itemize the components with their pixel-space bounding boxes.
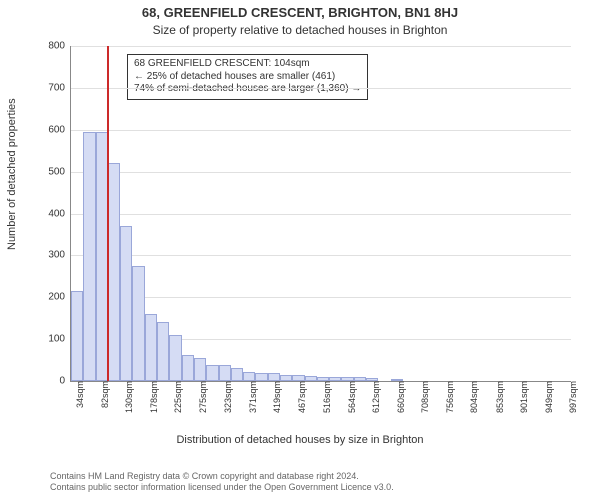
annotation-line-2: ← 25% of detached houses are smaller (46… [134,71,361,84]
gridline [71,172,571,173]
histogram-bar [169,335,181,381]
x-tick-label: 467sqm [297,381,307,413]
x-tick-label: 178sqm [149,381,159,413]
histogram-bar [120,226,132,381]
y-axis-label: Number of detached properties [6,98,18,250]
gridline [71,297,571,298]
x-tick-label: 82sqm [100,381,110,408]
x-tick-label: 130sqm [124,381,134,413]
x-tick-label: 419sqm [272,381,282,413]
x-tick-label: 323sqm [223,381,233,413]
annotation-line-1: 68 GREENFIELD CRESCENT: 104sqm [134,58,361,71]
histogram-plot: 68 GREENFIELD CRESCENT: 104sqm ← 25% of … [70,46,571,382]
x-tick-label: 997sqm [568,381,578,413]
annotation-line-3: 74% of semi-detached houses are larger (… [134,83,361,96]
histogram-bar [71,291,83,381]
gridline [71,255,571,256]
histogram-bar [157,322,169,381]
x-tick-label: 708sqm [420,381,430,413]
x-tick-label: 225sqm [173,381,183,413]
histogram-bar [206,365,218,381]
footer-line-2: Contains public sector information licen… [50,482,580,494]
x-tick-label: 34sqm [75,381,85,408]
y-tick-label: 0 [59,376,71,387]
gridline [71,130,571,131]
x-tick-label: 275sqm [198,381,208,413]
y-tick-label: 400 [48,208,71,219]
histogram-bar [132,266,144,381]
x-tick-label: 612sqm [371,381,381,413]
page-title: 68, GREENFIELD CRESCENT, BRIGHTON, BN1 8… [0,5,600,20]
gridline [71,46,571,47]
x-tick-label: 756sqm [445,381,455,413]
y-tick-label: 800 [48,41,71,52]
histogram-bar [268,373,280,381]
property-marker-line [107,46,109,381]
x-tick-label: 516sqm [322,381,332,413]
y-tick-label: 100 [48,334,71,345]
page-subtitle: Size of property relative to detached ho… [0,23,600,37]
x-tick-label: 949sqm [544,381,554,413]
y-tick-label: 300 [48,250,71,261]
footer: Contains HM Land Registry data © Crown c… [50,471,580,494]
histogram-bar [255,373,267,381]
x-tick-label: 853sqm [495,381,505,413]
x-axis-label: Distribution of detached houses by size … [0,434,600,446]
x-tick-label: 564sqm [347,381,357,413]
histogram-bar [243,372,255,381]
y-tick-label: 600 [48,124,71,135]
y-tick-label: 200 [48,292,71,303]
x-tick-label: 804sqm [469,381,479,413]
gridline [71,214,571,215]
gridline [71,88,571,89]
histogram-bar [182,355,194,381]
histogram-bar [194,358,206,381]
histogram-bar [219,365,231,381]
y-tick-label: 700 [48,82,71,93]
footer-line-1: Contains HM Land Registry data © Crown c… [50,471,580,483]
y-tick-label: 500 [48,166,71,177]
x-tick-label: 371sqm [248,381,258,413]
x-tick-label: 901sqm [519,381,529,413]
histogram-bar [231,368,243,381]
histogram-bar [145,314,157,381]
histogram-bar [83,132,95,381]
histogram-bar [108,163,120,381]
annotation-box: 68 GREENFIELD CRESCENT: 104sqm ← 25% of … [127,54,368,100]
x-tick-label: 660sqm [396,381,406,413]
